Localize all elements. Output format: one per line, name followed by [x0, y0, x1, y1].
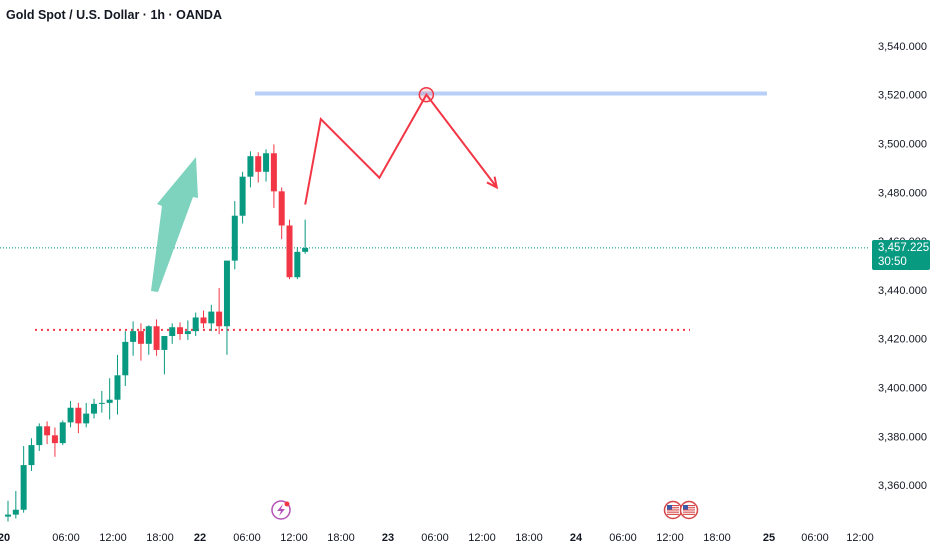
x-tick-label: 20: [0, 532, 10, 544]
candle-body[interactable]: [200, 317, 207, 324]
x-tick-label: 12:00: [468, 532, 496, 544]
bar-countdown: 30:50: [878, 255, 907, 268]
candle-body[interactable]: [255, 156, 262, 172]
y-tick-label: 3,400.000: [878, 383, 927, 395]
candle-body[interactable]: [75, 407, 82, 424]
candle-body[interactable]: [286, 225, 293, 278]
candle-body[interactable]: [44, 426, 51, 436]
projection-path[interactable]: [304, 92, 498, 205]
lightning-icon-dot: [284, 501, 290, 507]
x-tick-label: 18:00: [327, 532, 355, 544]
x-tick-label: 06:00: [52, 532, 80, 544]
current-price-value: 3,457.225: [878, 241, 930, 254]
flag-icon-stripe: [667, 505, 679, 507]
x-tick-label: 18:00: [146, 532, 174, 544]
flag-icon-stripe: [683, 511, 695, 513]
y-tick-label: 3,480.000: [878, 187, 927, 199]
flag-icon-stripe: [683, 513, 695, 515]
y-tick-label: 3,500.000: [878, 139, 927, 151]
candle-body[interactable]: [20, 465, 27, 510]
chart-title: Gold Spot / U.S. Dollar · 1h · OANDA: [6, 8, 222, 22]
lightning-event-icon[interactable]: [271, 500, 291, 520]
flag-icon-canton: [667, 505, 672, 510]
y-tick-label: 3,540.000: [878, 41, 927, 53]
projection-arrowhead: [486, 176, 499, 190]
candle-body[interactable]: [192, 317, 199, 332]
x-tick-label: 23: [382, 532, 394, 544]
us-flag-event-icon[interactable]: [679, 500, 699, 520]
candle-body[interactable]: [83, 413, 90, 424]
x-tick-label: 12:00: [280, 532, 308, 544]
candle-body[interactable]: [270, 153, 277, 192]
y-tick-label: 3,380.000: [878, 431, 927, 443]
candle-body[interactable]: [239, 176, 246, 216]
lightning-icon-bolt: [277, 504, 285, 516]
candle-body[interactable]: [263, 153, 270, 172]
candle-body[interactable]: [12, 509, 19, 515]
current-price-tag: 3,457.225 30:50: [872, 239, 930, 270]
us-flag-event-icon[interactable]: [663, 500, 683, 520]
x-tick-label: 06:00: [233, 532, 261, 544]
candle-body[interactable]: [153, 326, 160, 350]
candle-body[interactable]: [177, 327, 184, 335]
x-tick-label: 12:00: [99, 532, 127, 544]
candle-body[interactable]: [145, 326, 152, 344]
y-tick-label: 3,360.000: [878, 480, 927, 492]
y-tick-label: 3,420.000: [878, 334, 927, 346]
x-tick-label: 06:00: [801, 532, 829, 544]
up-trend-arrow[interactable]: [151, 157, 198, 292]
y-tick-label: 3,440.000: [878, 285, 927, 297]
x-tick-label: 24: [570, 532, 583, 544]
candle-body[interactable]: [59, 422, 66, 444]
candle-body[interactable]: [231, 215, 238, 261]
candle-body[interactable]: [114, 375, 121, 400]
flag-icon-stripe: [683, 507, 695, 509]
candle-body[interactable]: [184, 331, 191, 335]
candle-body[interactable]: [28, 445, 35, 466]
candle-body[interactable]: [294, 251, 301, 278]
candle-body[interactable]: [67, 407, 74, 423]
candle-body[interactable]: [122, 341, 129, 376]
candle-body[interactable]: [216, 311, 223, 327]
candle-body[interactable]: [98, 402, 105, 404]
flag-icon-stripe: [667, 507, 679, 509]
candle-body[interactable]: [223, 260, 230, 327]
candle-body[interactable]: [106, 399, 113, 403]
flag-icon-canton: [683, 505, 688, 510]
candle-body[interactable]: [36, 426, 43, 446]
x-tick-label: 18:00: [703, 532, 731, 544]
flag-icon-stripe: [667, 509, 679, 511]
x-tick-label: 12:00: [846, 532, 874, 544]
candle-body[interactable]: [278, 191, 285, 226]
x-tick-label: 22: [194, 532, 206, 544]
x-tick-label: 12:00: [656, 532, 684, 544]
x-tick-label: 18:00: [515, 532, 543, 544]
resistance-touch-marker[interactable]: [418, 86, 435, 103]
x-tick-label: 06:00: [421, 532, 449, 544]
candle-body[interactable]: [5, 514, 11, 517]
y-tick-label: 3,520.000: [878, 90, 927, 102]
candle-body[interactable]: [247, 156, 254, 177]
candle-body[interactable]: [137, 331, 144, 344]
flag-icon-stripe: [667, 511, 679, 513]
x-tick-label: 06:00: [609, 532, 637, 544]
candle-body[interactable]: [302, 247, 309, 252]
candle-body[interactable]: [208, 311, 215, 324]
candle-body[interactable]: [130, 331, 137, 342]
flag-icon-stripe: [683, 509, 695, 511]
flag-icon-stripe: [683, 505, 695, 507]
candle-body[interactable]: [161, 336, 168, 350]
candle-body[interactable]: [51, 435, 58, 444]
x-tick-label: 25: [763, 532, 775, 544]
candle-body[interactable]: [169, 327, 176, 337]
flag-icon-stripe: [667, 513, 679, 515]
candle-body[interactable]: [91, 403, 98, 414]
